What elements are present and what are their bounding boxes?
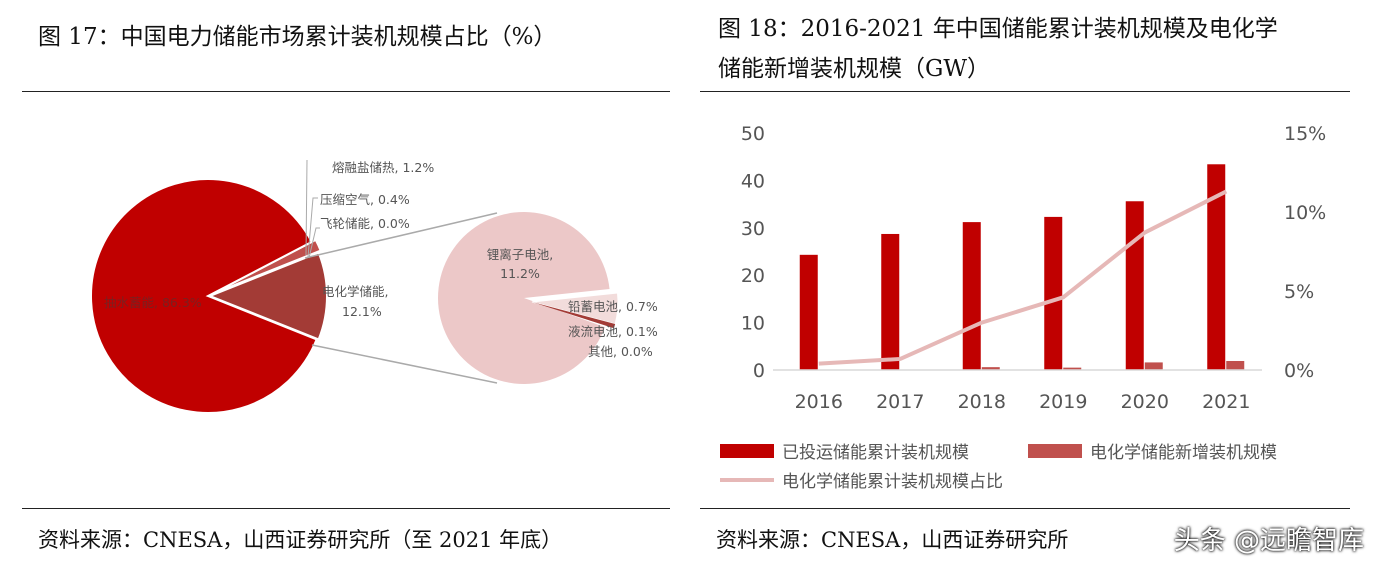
bar-new-2018 <box>981 367 1000 370</box>
pie-label-electrochemical: 电化学储能, <box>322 284 388 299</box>
pie-slice-electrochemical <box>207 251 328 341</box>
pie-label-molten-salt: 熔融盐储热, 1.2% <box>332 160 434 175</box>
y2-tick-label: 15% <box>1284 123 1326 145</box>
sub-pie-slice-lead <box>531 292 619 325</box>
legend-item-share: 电化学储能累计装机规模占比 <box>720 467 1003 492</box>
x-tick-label: 2018 <box>958 391 1006 413</box>
line-series-share <box>818 189 1228 366</box>
bar-cumulative-2018 <box>962 222 981 370</box>
left-figure-title: 图 17：中国电力储能市场累计装机规模占比（%） <box>38 24 557 50</box>
x-tick-label: 2021 <box>1202 391 1250 413</box>
y-tick-label: 50 <box>741 123 765 145</box>
pie-label-flywheel: 飞轮储能, 0.0% <box>320 216 410 231</box>
left-bottom-rule <box>22 508 670 509</box>
sub-pie-label-lithium: 锂离子电池, <box>487 247 553 262</box>
pie-label-compressed-air: 压缩空气, 0.4% <box>320 192 410 207</box>
right-bottom-rule <box>700 508 1350 509</box>
y2-tick-label: 10% <box>1284 202 1326 224</box>
legend-swatch <box>720 443 774 458</box>
sub-pie-slice-lithium <box>437 212 610 385</box>
sub-pie-slice-flow <box>532 302 616 329</box>
y-tick-label: 40 <box>741 170 765 192</box>
bar-cumulative-2016 <box>799 254 818 370</box>
y2-tick-label: 5% <box>1284 281 1314 303</box>
bar-new-2019 <box>1063 367 1082 370</box>
bar-new-2020 <box>1144 362 1163 370</box>
leader-line <box>308 227 320 259</box>
bar-new-2021 <box>1226 360 1245 370</box>
y-tick-label: 0 <box>753 360 765 382</box>
right-figure-title-2: 储能新增装机规模（GW） <box>718 56 991 82</box>
left-source: 资料来源：CNESA，山西证券研究所（至 2021 年底） <box>38 528 563 552</box>
sub-pie-label-lead: 铅蓄电池, 0.7% <box>568 299 658 314</box>
leader-line <box>305 159 308 256</box>
pie-label-pumped-hydro: 抽水蓄能, 86.3% <box>104 295 202 310</box>
legend-item-new: 电化学储能新增装机规模 <box>1028 438 1277 463</box>
bar-cumulative-2021 <box>1207 164 1226 370</box>
legend-swatch <box>720 477 774 482</box>
pie-slice-pumped-hydro <box>90 178 318 414</box>
right-source: 资料来源：CNESA，山西证券研究所 <box>716 528 1069 552</box>
right-figure-title-1: 图 18：2016-2021 年中国储能累计装机规模及电化学 <box>718 16 1278 42</box>
legend-label: 已投运储能累计装机规模 <box>782 443 969 463</box>
sub-pie-label-lithium-value: 11.2% <box>500 266 540 281</box>
watermark: 头条 @远瞻智库 <box>1173 526 1364 556</box>
x-tick-label: 2016 <box>795 391 843 413</box>
y2-tick-label: 0% <box>1284 360 1314 382</box>
connector-line-top <box>304 212 498 259</box>
y-tick-label: 30 <box>741 218 765 240</box>
x-tick-label: 2020 <box>1121 391 1169 413</box>
right-title-rule <box>700 91 1350 92</box>
sub-pie-label-flow: 液流电池, 0.1% <box>568 324 658 339</box>
legend-item-cumulative: 已投运储能累计装机规模 <box>720 438 969 463</box>
sub-pie-label-other: 其他, 0.0% <box>588 344 653 359</box>
pie-label-electrochemical-value: 12.1% <box>342 304 382 319</box>
x-tick-label: 2017 <box>876 391 924 413</box>
legend-swatch <box>1028 443 1082 458</box>
connector-line-bottom <box>311 344 498 384</box>
bar-cumulative-2017 <box>881 233 900 370</box>
y-tick-label: 10 <box>741 313 765 335</box>
left-title-rule <box>22 91 670 92</box>
bar-cumulative-2020 <box>1125 201 1144 370</box>
legend-label: 电化学储能新增装机规模 <box>1090 443 1277 463</box>
bar-cumulative-2019 <box>1044 216 1063 370</box>
legend-label: 电化学储能累计装机规模占比 <box>782 472 1003 492</box>
y-tick-label: 20 <box>741 265 765 287</box>
leader-line <box>307 197 318 258</box>
x-tick-label: 2019 <box>1039 391 1087 413</box>
